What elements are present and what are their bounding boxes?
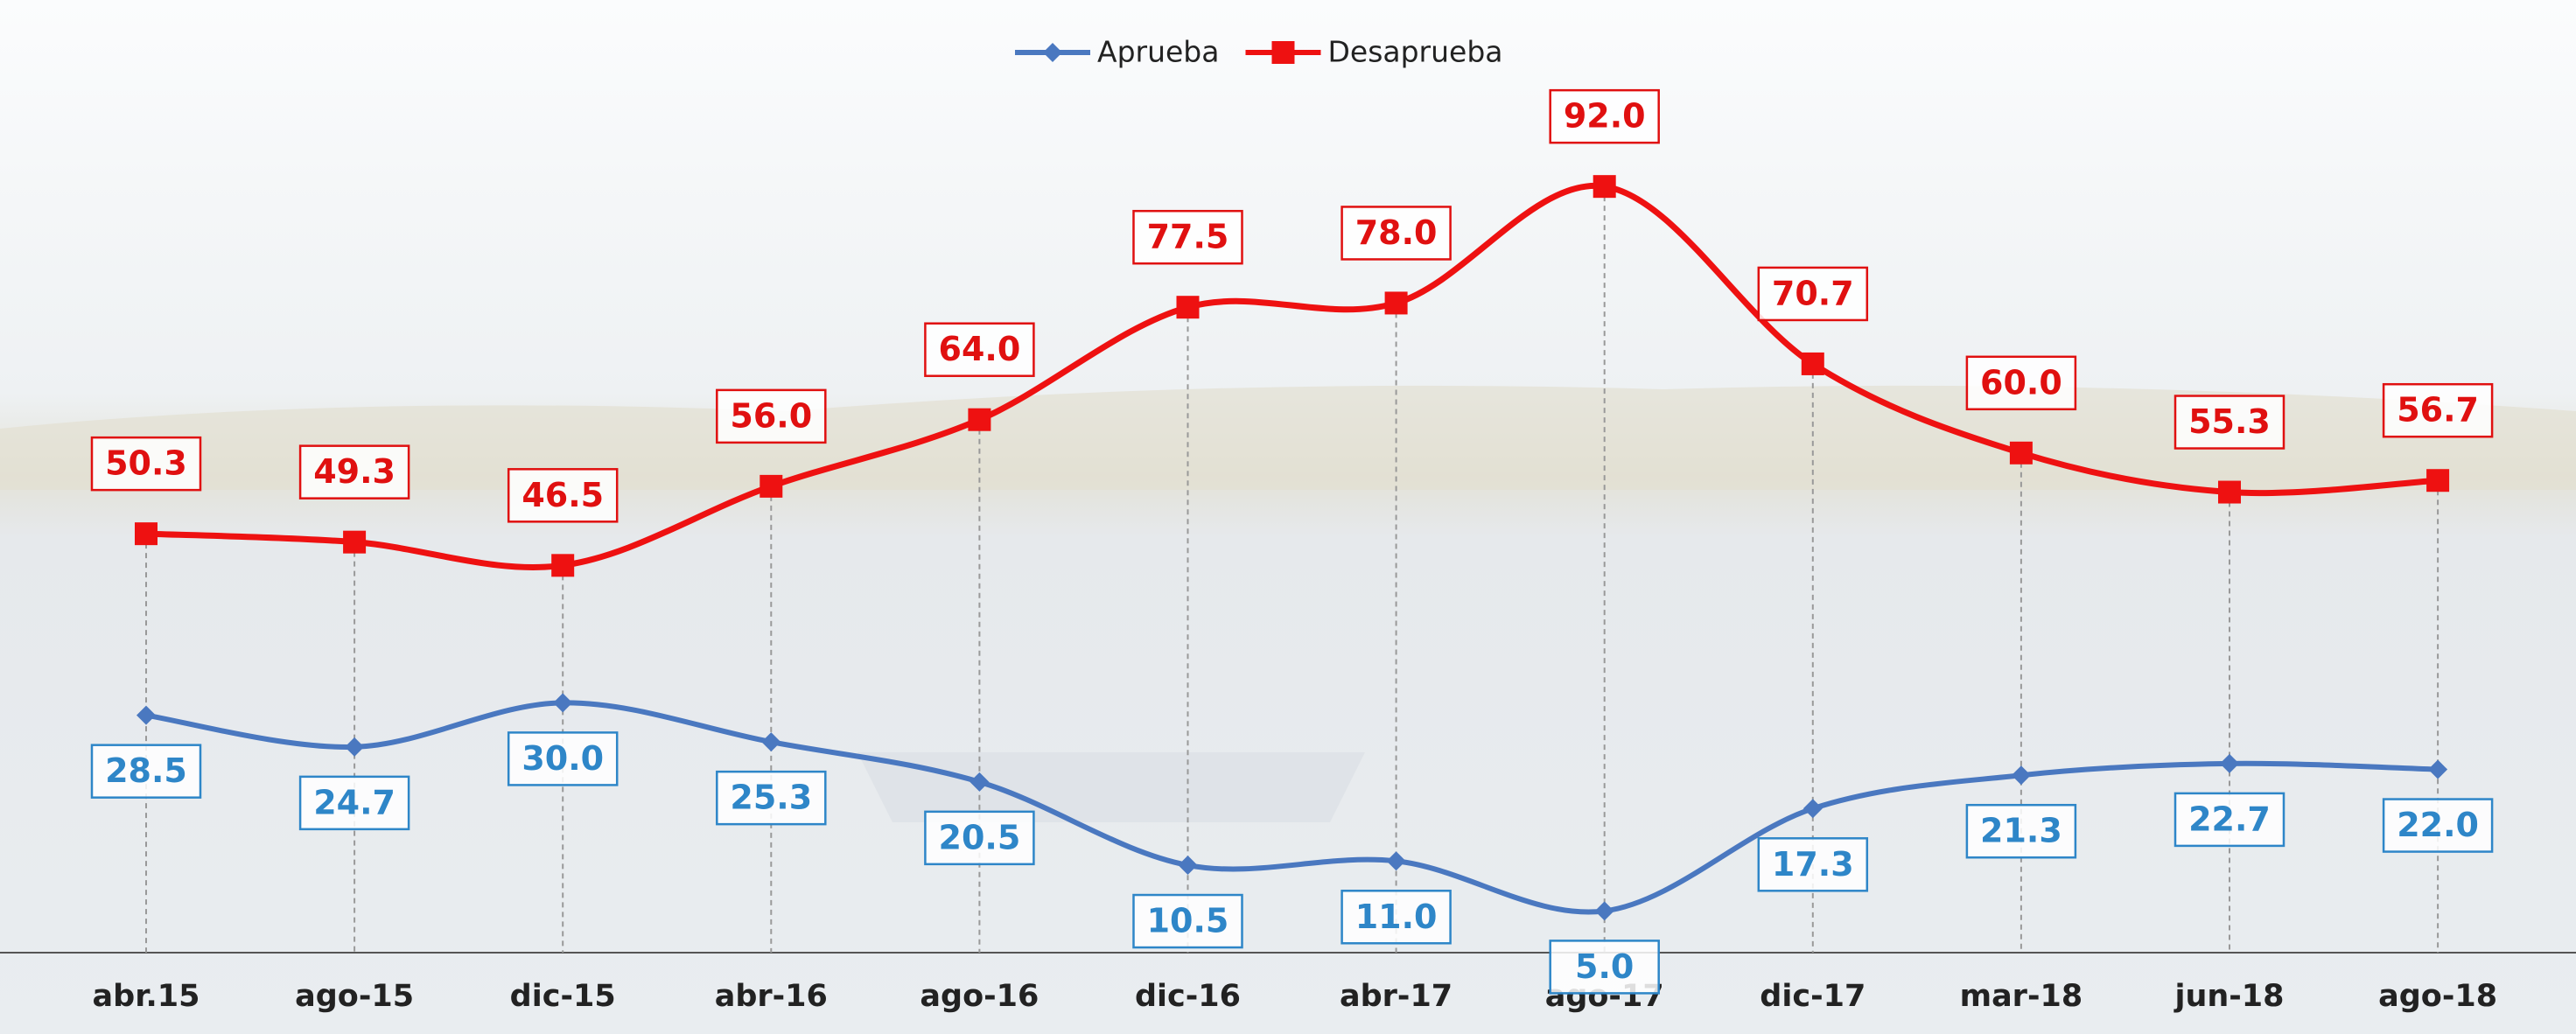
x-tick-label: dic-15 [510, 979, 616, 1014]
background [0, 0, 2576, 1034]
marker [343, 531, 366, 554]
x-tick-label: ago-15 [295, 979, 414, 1014]
value-label: 10.5 [1147, 902, 1229, 940]
value-label: 56.0 [730, 396, 812, 435]
value-label: 55.3 [2188, 402, 2271, 441]
marker [135, 522, 158, 545]
value-label: 22.7 [2188, 800, 2271, 838]
x-tick-label: dic-17 [1760, 979, 1866, 1014]
value-label: 30.0 [522, 739, 604, 778]
value-label: 24.7 [313, 783, 396, 821]
marker [2010, 442, 2033, 465]
value-label: 49.3 [313, 452, 396, 491]
marker [1271, 41, 1294, 64]
marker [1802, 353, 1824, 375]
x-tick-label: jun-18 [2173, 979, 2284, 1014]
chart: Aprueba Desaprueba abr.15 ago-15 dic-15 abr-… [0, 0, 2576, 1034]
value-label: 64.0 [939, 330, 1021, 368]
marker [2426, 469, 2449, 492]
value-label: 77.5 [1147, 218, 1229, 256]
value-label: 92.0 [1564, 97, 1646, 136]
legend-label: Aprueba [1097, 35, 1219, 69]
marker [551, 554, 574, 576]
value-label: 22.0 [2397, 806, 2479, 844]
value-label: 46.5 [522, 476, 604, 514]
x-tick-label: mar-18 [1960, 979, 2083, 1014]
value-label: 5.0 [1575, 947, 1634, 986]
x-tick-label: abr-17 [1340, 979, 1452, 1014]
value-label: 56.7 [2397, 391, 2479, 430]
value-label: 20.5 [939, 818, 1021, 856]
value-label: 11.0 [1355, 898, 1438, 936]
value-label: 21.3 [1980, 812, 2062, 850]
x-tick-label: ago-18 [2378, 979, 2497, 1014]
marker [2218, 481, 2241, 504]
value-label: 17.3 [1772, 845, 1854, 884]
marker [1593, 175, 1616, 198]
value-label: 25.3 [730, 779, 812, 817]
value-label: 78.0 [1355, 213, 1438, 252]
legend-label: Desaprueba [1327, 35, 1502, 69]
value-label: 60.0 [1980, 363, 2062, 402]
value-label: 50.3 [105, 444, 187, 483]
value-label: 70.7 [1772, 274, 1854, 312]
x-tick-label: abr-16 [715, 979, 828, 1014]
value-label: 28.5 [105, 751, 187, 790]
marker [968, 409, 990, 431]
page: {"chart_data": {"type": "line", "categor… [0, 0, 2576, 1034]
marker [1177, 296, 1200, 318]
marker [760, 475, 782, 498]
x-tick-label: dic-16 [1135, 979, 1241, 1014]
x-tick-label: abr.15 [93, 979, 200, 1014]
marker [1385, 291, 1408, 314]
x-tick-label: ago-16 [920, 979, 1039, 1014]
